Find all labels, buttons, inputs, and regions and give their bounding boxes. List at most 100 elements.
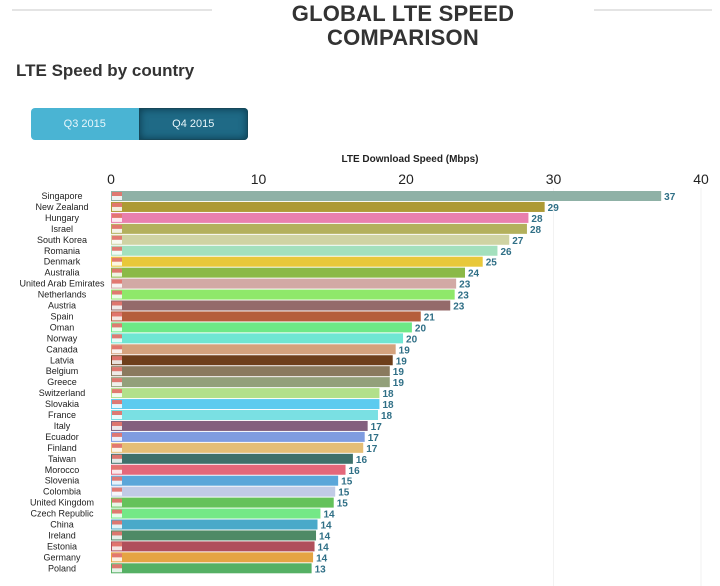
bar-australia[interactable] <box>111 267 465 278</box>
value-label: 16 <box>356 455 368 466</box>
bar-romania[interactable] <box>111 245 498 256</box>
value-label: 14 <box>319 531 331 542</box>
chart-subtitle: LTE Speed by country <box>16 61 195 80</box>
bar-singapore[interactable] <box>111 191 662 201</box>
bar-france[interactable] <box>111 410 378 420</box>
value-label: 19 <box>393 378 405 389</box>
country-label: Belgium <box>46 366 79 376</box>
bar-greece[interactable] <box>111 377 390 388</box>
flag-icon <box>112 465 122 474</box>
flag-icon <box>112 246 122 255</box>
bar-italy[interactable] <box>111 420 368 431</box>
value-label: 28 <box>531 214 543 225</box>
country-label: Spain <box>50 311 73 321</box>
bar-poland[interactable] <box>111 563 312 574</box>
value-label: 19 <box>396 356 408 367</box>
value-label: 15 <box>338 488 350 499</box>
flag-icon <box>112 432 122 441</box>
flag-icon <box>112 356 122 365</box>
value-label: 19 <box>399 345 411 356</box>
bar-morocco[interactable] <box>111 464 346 475</box>
bar-hungary[interactable] <box>111 212 529 223</box>
value-label: 18 <box>382 389 394 400</box>
country-label: Australia <box>44 268 79 278</box>
bar-canada[interactable] <box>111 344 396 355</box>
flag-icon <box>112 334 122 343</box>
country-label: Greece <box>47 377 77 387</box>
flag-icon <box>112 235 122 244</box>
country-label: Hungary <box>45 213 80 223</box>
bar-norway[interactable] <box>111 333 404 344</box>
country-label: China <box>50 520 74 530</box>
header-divider-right <box>594 9 712 11</box>
bar-germany[interactable] <box>111 552 314 563</box>
country-label: Slovakia <box>45 399 79 409</box>
bar-slovenia[interactable] <box>111 475 339 486</box>
value-label: 15 <box>341 477 353 488</box>
bar-netherlands[interactable] <box>111 289 455 300</box>
value-label: 19 <box>393 367 405 378</box>
bar-austria[interactable] <box>111 300 451 311</box>
x-tick-label: 0 <box>107 171 115 187</box>
flag-icon <box>112 454 122 463</box>
bar-china[interactable] <box>111 519 318 530</box>
country-label: Denmark <box>44 257 81 267</box>
country-label: Singapore <box>41 191 82 201</box>
flag-icon <box>112 389 122 398</box>
country-label: Poland <box>48 563 76 573</box>
bar-oman[interactable] <box>111 322 412 333</box>
bar-south-korea[interactable] <box>111 234 510 245</box>
bar-czech-republic[interactable] <box>111 508 321 519</box>
value-label: 18 <box>381 411 393 422</box>
bar-switzerland[interactable] <box>111 388 380 399</box>
bar-united-kingdom[interactable] <box>111 497 334 508</box>
country-label: Austria <box>48 301 76 311</box>
bar-colombia[interactable] <box>111 486 336 497</box>
value-label: 37 <box>664 192 676 203</box>
value-label: 14 <box>316 553 328 564</box>
bar-ireland[interactable] <box>111 530 317 541</box>
bar-estonia[interactable] <box>111 541 315 552</box>
q3-2015-button[interactable]: Q3 2015 <box>31 108 139 140</box>
value-label: 17 <box>366 444 378 455</box>
bar-spain[interactable] <box>111 311 421 322</box>
flag-icon <box>112 192 122 200</box>
value-label: 14 <box>321 521 333 532</box>
value-label: 25 <box>486 258 498 269</box>
country-label: Finland <box>47 443 77 453</box>
value-label: 23 <box>458 291 470 302</box>
flag-icon <box>112 553 122 562</box>
country-label: Canada <box>46 344 78 354</box>
bar-denmark[interactable] <box>111 256 483 267</box>
x-tick-label: 10 <box>251 171 267 187</box>
bar-new-zealand[interactable] <box>111 201 545 212</box>
flag-icon <box>112 520 122 529</box>
bar-united-arab-emirates[interactable] <box>111 278 457 289</box>
title-line-1: GLOBAL LTE SPEED <box>291 1 515 26</box>
flag-icon <box>112 279 122 288</box>
value-label: 23 <box>453 302 465 313</box>
country-label: France <box>48 410 76 420</box>
flag-icon <box>112 400 122 409</box>
bar-slovakia[interactable] <box>111 399 380 410</box>
bar-latvia[interactable] <box>111 355 393 366</box>
bar-ecuador[interactable] <box>111 431 365 442</box>
bar-finland[interactable] <box>111 442 364 453</box>
bar-belgium[interactable] <box>111 366 390 377</box>
value-label: 21 <box>424 312 436 323</box>
flag-icon <box>112 367 122 376</box>
country-label: United Kingdom <box>30 498 94 508</box>
bar-taiwan[interactable] <box>111 453 353 464</box>
flag-icon <box>112 202 122 211</box>
value-label: 14 <box>318 542 330 553</box>
value-label: 14 <box>323 510 335 521</box>
flag-icon <box>112 542 122 551</box>
value-label: 20 <box>415 323 427 334</box>
q4-2015-button[interactable]: Q4 2015 <box>138 108 248 140</box>
country-label: Ireland <box>48 530 76 540</box>
flag-icon <box>112 498 122 507</box>
bar-israel[interactable] <box>111 223 527 234</box>
flag-icon <box>112 564 122 573</box>
value-label: 26 <box>500 247 512 258</box>
